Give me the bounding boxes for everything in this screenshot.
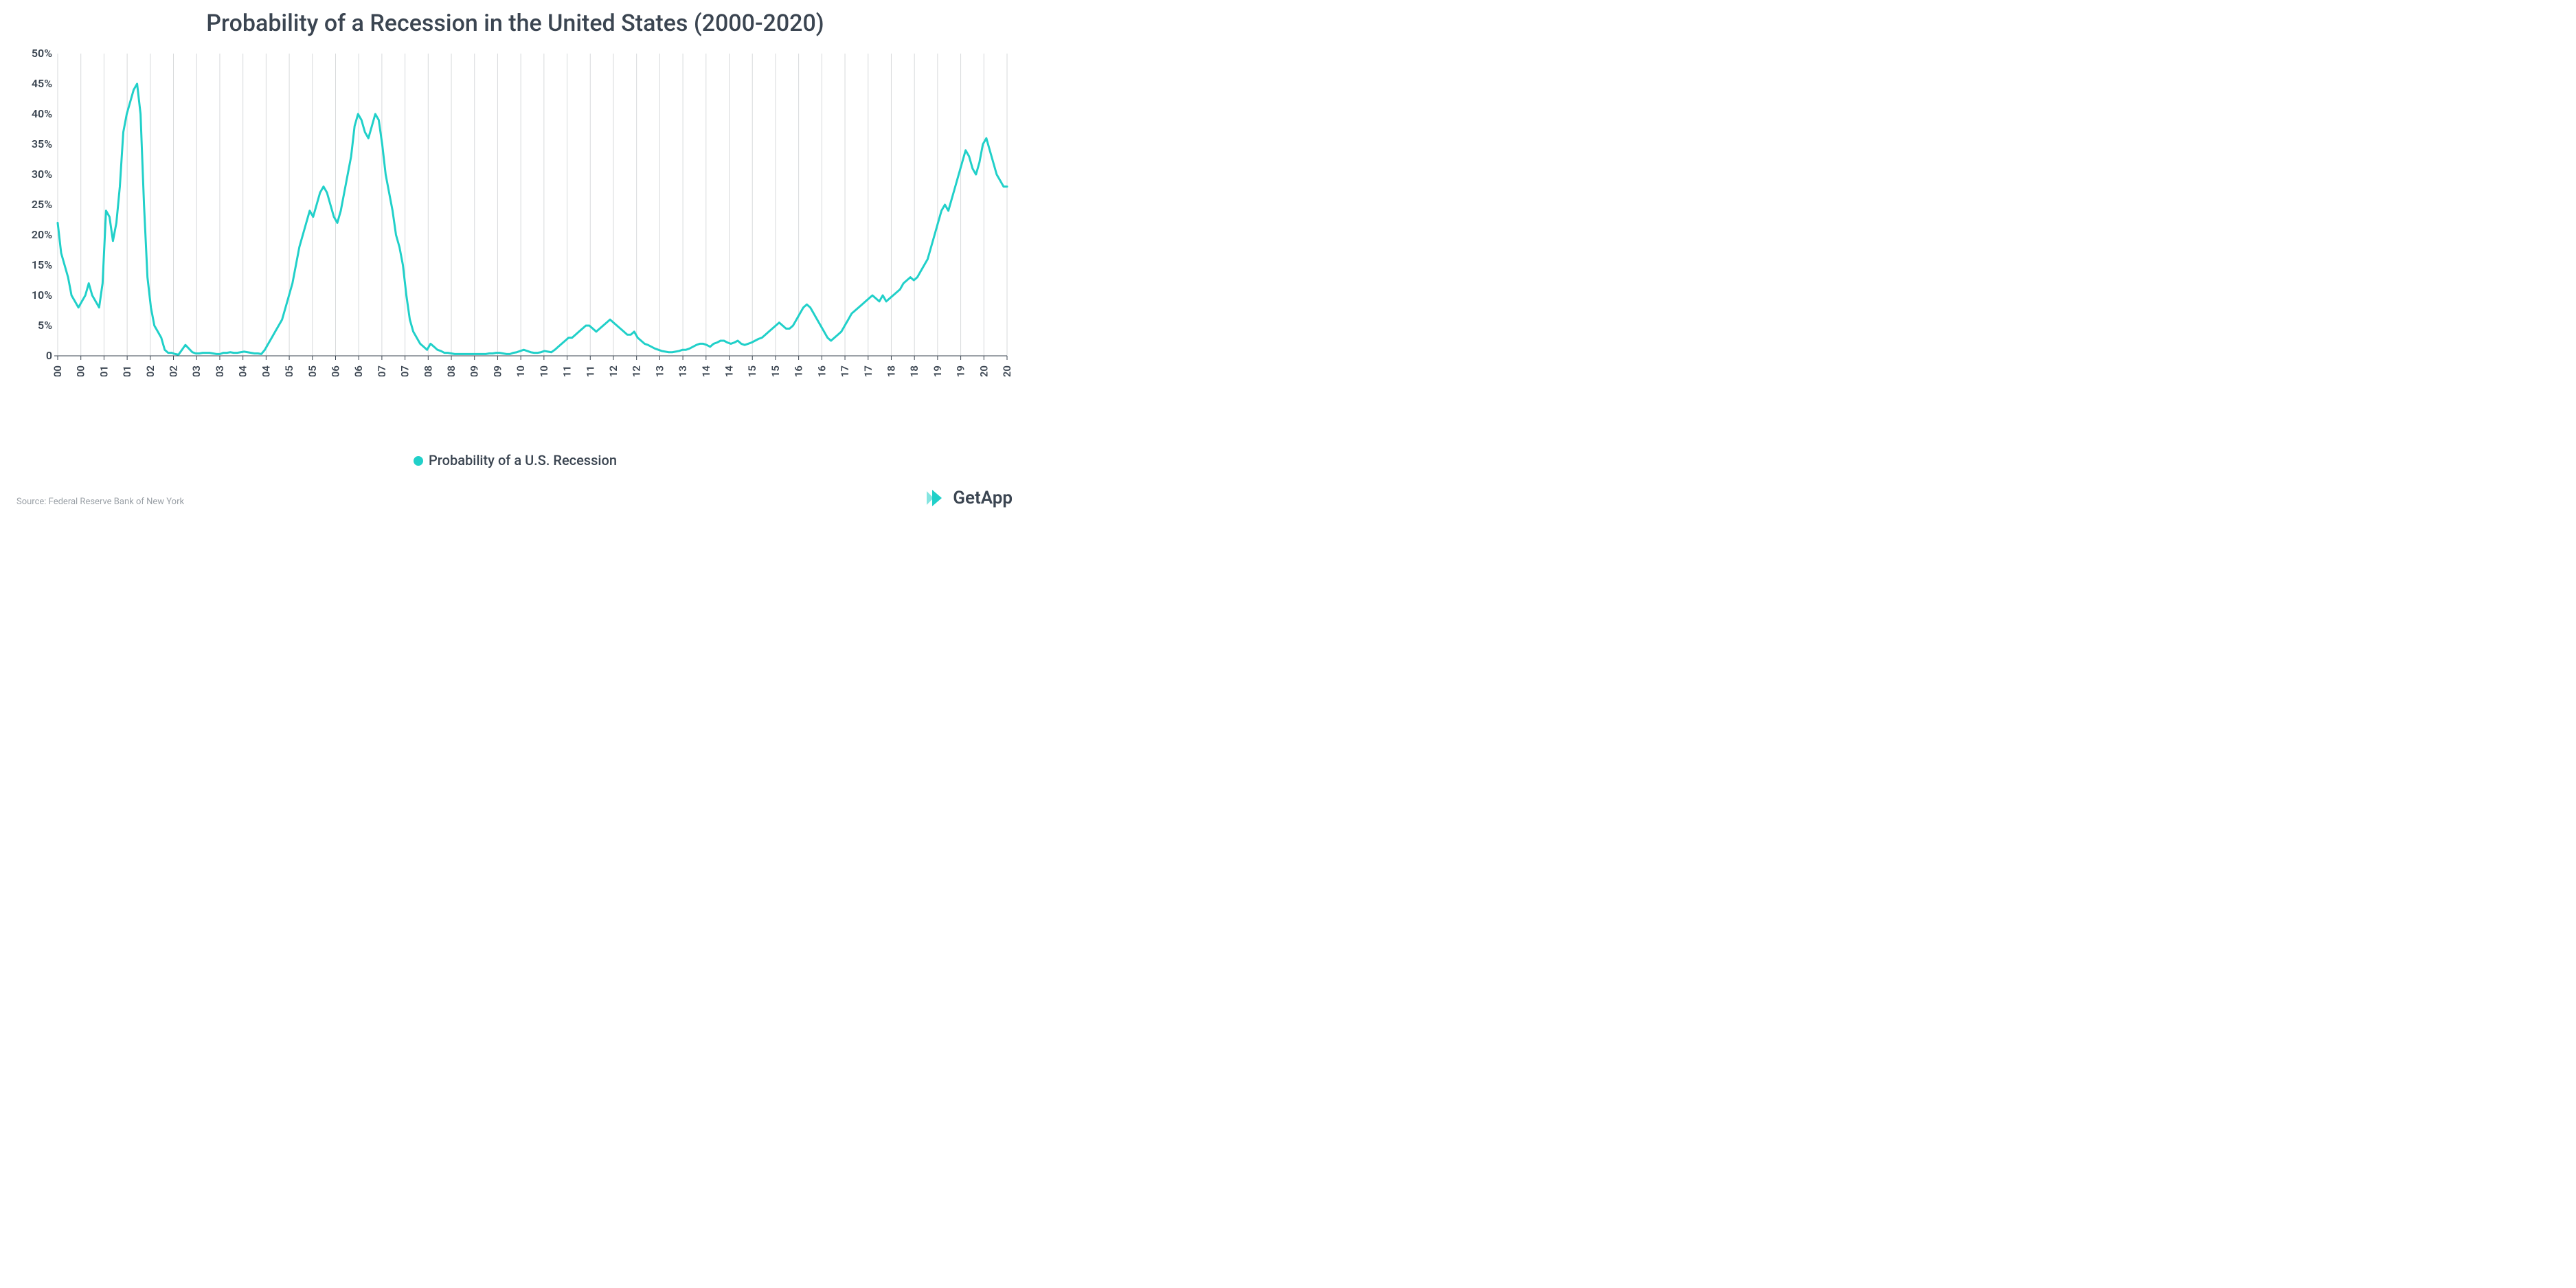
svg-text:10/31/15: 10/31/15 [769,365,782,376]
svg-text:04/30/06: 04/30/06 [329,365,341,376]
svg-text:10/31/12: 10/31/12 [631,365,643,376]
svg-text:10/31/14: 10/31/14 [723,365,736,376]
svg-text:45%: 45% [32,77,52,90]
svg-text:04/30/05: 04/30/05 [283,365,295,376]
svg-text:04/30/20: 04/30/20 [978,365,990,376]
svg-text:5%: 5% [38,319,52,332]
page-title: Probability of a Recession in the United… [16,10,1014,37]
legend-label: Probability of a U.S. Recession [429,452,617,468]
svg-text:10/31/16: 10/31/16 [815,365,828,376]
svg-text:30%: 30% [32,168,52,181]
svg-text:04/30/19: 04/30/19 [931,365,944,376]
svg-text:04/30/00: 04/30/00 [52,365,64,376]
svg-text:10/31/17: 10/31/17 [862,365,874,376]
svg-text:0: 0 [46,349,52,362]
brand-name: GetApp [953,488,1013,508]
svg-text:04/30/14: 04/30/14 [700,365,712,376]
svg-text:04/30/17: 04/30/17 [839,365,851,376]
svg-text:04/30/11: 04/30/11 [561,365,574,376]
svg-text:10/31/13: 10/31/13 [677,365,689,376]
svg-text:04/30/13: 04/30/13 [653,365,666,376]
legend-marker [414,456,423,466]
chart-legend: Probability of a U.S. Recession [16,452,1014,468]
svg-text:35%: 35% [32,137,52,150]
svg-text:04/30/04: 04/30/04 [237,365,249,376]
svg-text:04/30/18: 04/30/18 [885,365,897,376]
svg-text:15%: 15% [32,258,52,271]
svg-text:10/31/06: 10/31/06 [352,365,365,376]
svg-text:50%: 50% [32,47,52,60]
svg-text:10/31/03: 10/31/03 [214,365,226,376]
svg-text:10/31/04: 10/31/04 [260,365,272,376]
svg-text:10/31/07: 10/31/07 [399,365,411,376]
svg-text:04/30/03: 04/30/03 [190,365,203,376]
svg-text:04/30/07: 04/30/07 [376,365,388,376]
svg-text:20%: 20% [32,228,52,241]
svg-text:10/31/08: 10/31/08 [445,365,457,376]
svg-text:04/30/08: 04/30/08 [422,365,434,376]
svg-text:40%: 40% [32,107,52,120]
svg-text:10/31/20: 10/31/20 [1001,365,1013,376]
brand-badge: GetApp [925,488,1013,508]
svg-text:04/30/12: 04/30/12 [607,365,620,376]
recession-chart: 0 5% 10% 15% 20% 25% 30% 35% 40% 45% 50% 04/30/00 10… [16,47,1014,376]
getapp-icon [925,488,949,508]
svg-text:10/31/05: 10/31/05 [306,365,319,376]
chart-canvas: 0 5% 10% 15% 20% 25% 30% 35% 40% 45% 50% 04/30/00 10… [16,47,1014,376]
svg-text:10/31/01: 10/31/01 [121,365,133,376]
svg-text:04/30/10: 04/30/10 [515,365,527,376]
svg-text:25%: 25% [32,198,52,211]
svg-text:10/31/19: 10/31/19 [955,365,967,376]
svg-text:04/30/16: 04/30/16 [793,365,805,376]
svg-text:10/31/11: 10/31/11 [584,365,596,376]
svg-text:10/31/02: 10/31/02 [168,365,180,376]
svg-text:10/31/10: 10/31/10 [538,365,550,376]
svg-text:10/31/09: 10/31/09 [491,365,504,376]
svg-text:10/31/00: 10/31/00 [75,365,87,376]
svg-text:04/30/02: 04/30/02 [144,365,157,376]
svg-text:04/30/01: 04/30/01 [98,365,110,376]
svg-text:10%: 10% [32,289,52,302]
svg-text:10/31/18: 10/31/18 [908,365,920,376]
source-text: Source: Federal Reserve Bank of New York [16,497,184,507]
svg-text:04/30/15: 04/30/15 [746,365,758,376]
svg-text:04/30/09: 04/30/09 [468,365,481,376]
